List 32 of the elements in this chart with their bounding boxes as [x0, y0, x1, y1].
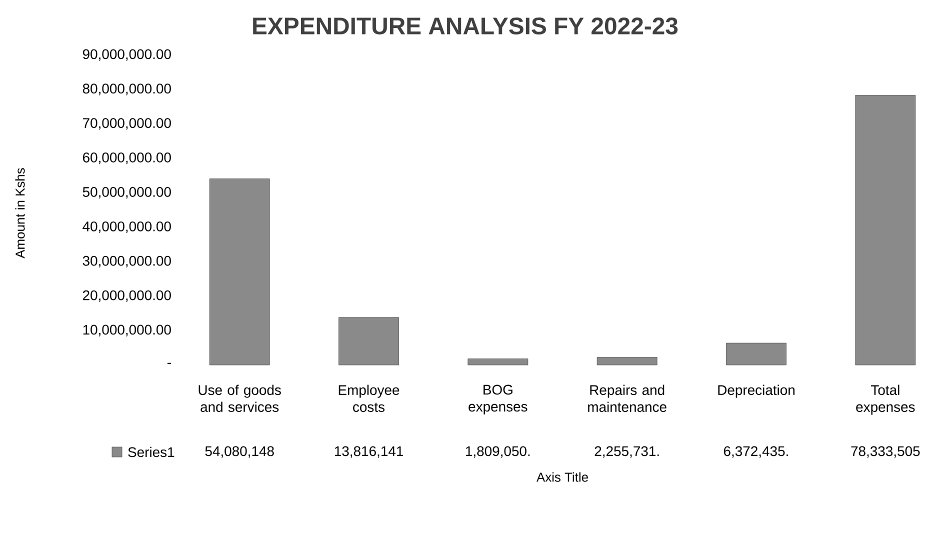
bar [468, 358, 528, 366]
bar [855, 94, 916, 366]
x-tick-label: BOG expenses [468, 384, 528, 414]
legend-label: Series1 [128, 446, 174, 458]
data-label: 13,816,141 [334, 446, 404, 458]
y-axis-title: Amount in Kshs [15, 168, 25, 258]
data-label: 6,372,435. [724, 446, 788, 458]
data-label: 54,080,148 [205, 446, 274, 458]
y-tick-label: 20,000,000.00 [82, 290, 171, 302]
data-label: 1,809,050. [466, 446, 530, 458]
chart-title: EXPENDITURE ANALYSIS FY 2022-23 [253, 18, 678, 34]
data-label: 78,333,505 [851, 446, 920, 458]
x-tick-label: Repairs and maintenance [588, 384, 666, 412]
bar [726, 342, 786, 366]
y-tick-label: 90,000,000.00 [82, 49, 171, 61]
bar [338, 317, 399, 366]
data-label: 2,255,731. [594, 446, 659, 458]
y-tick-label: 50,000,000.00 [82, 187, 171, 199]
bar [596, 357, 658, 366]
y-tick-label: 70,000,000.00 [83, 118, 171, 130]
bar [209, 178, 270, 366]
y-tick-label: 80,000,000.00 [82, 84, 171, 96]
y-tick-label: 10,000,000.00 [83, 324, 171, 336]
y-tick-label: 40,000,000.00 [82, 221, 171, 233]
y-tick-label: 60,000,000.00 [82, 152, 171, 164]
y-tick-label: 30,000,000.00 [82, 256, 171, 268]
y-tick-label: - [167, 362, 171, 364]
x-tick-label: Use of goods and services [198, 384, 281, 412]
x-tick-label: Employee costs [338, 384, 400, 412]
x-tick-label: Depreciation [718, 384, 794, 398]
x-axis-title: Axis Title [536, 472, 588, 482]
x-tick-label: Total expenses [856, 384, 915, 415]
